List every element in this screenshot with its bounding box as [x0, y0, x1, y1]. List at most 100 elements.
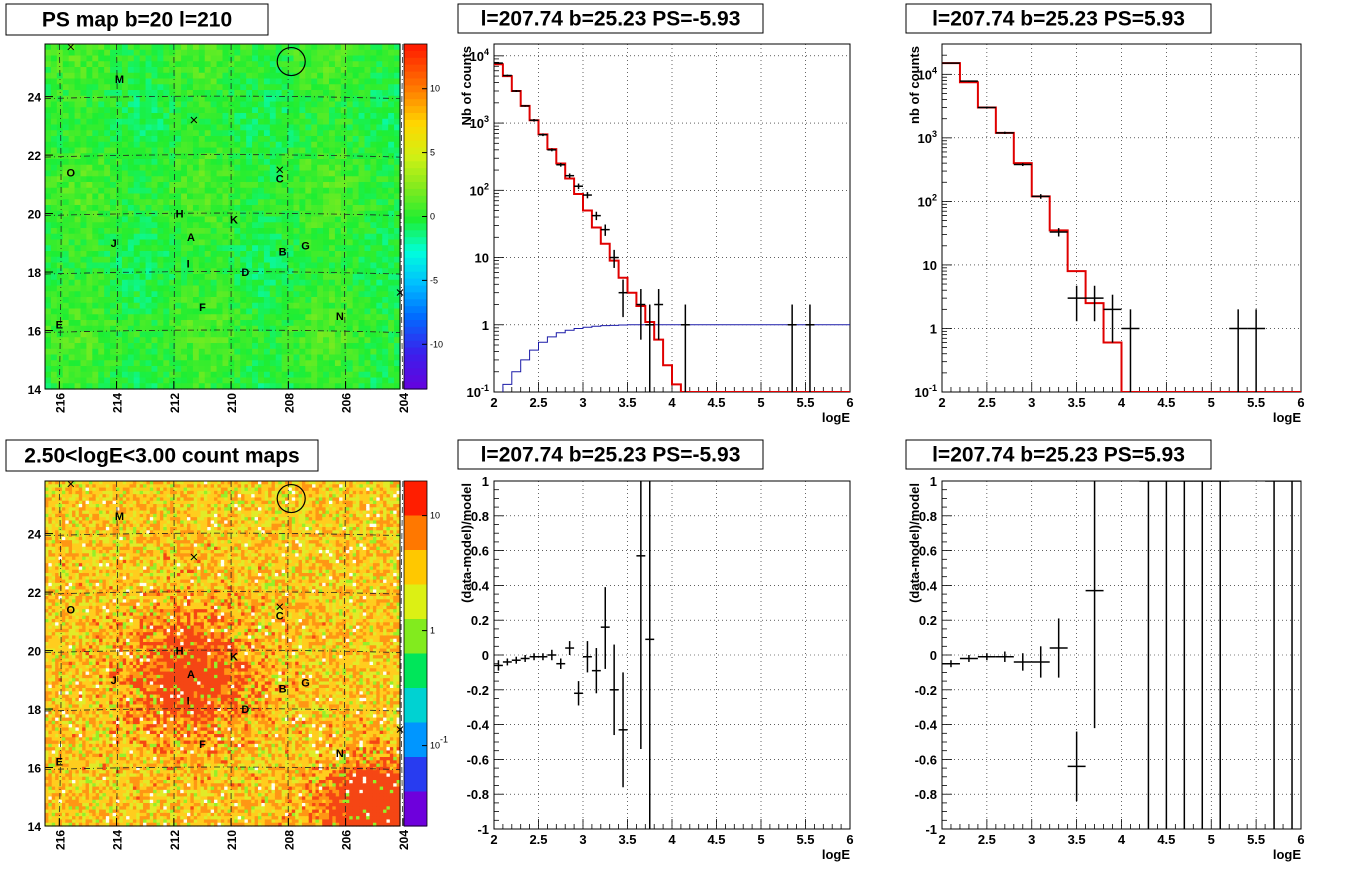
x-tick-label: 3 [579, 832, 586, 847]
cross-marker [396, 726, 404, 733]
data-point [502, 658, 512, 666]
map-grid-parallel [44, 95, 401, 100]
map-grid-meridian [116, 480, 119, 827]
title-box [5, 3, 269, 36]
data-points [494, 481, 655, 829]
map-x-tick-label: 208 [282, 830, 296, 850]
count-map-cells [45, 481, 401, 827]
map-x-tick-label: 214 [111, 393, 125, 413]
plot-frame [493, 43, 851, 393]
data-point [959, 80, 978, 82]
data-point [520, 105, 530, 107]
map-grid-parallel [44, 329, 401, 333]
map-y-tick-label: 14 [28, 383, 42, 397]
map-frame [44, 43, 401, 390]
source-label: I [187, 695, 190, 707]
source-label: A [187, 669, 195, 681]
data-point [511, 656, 521, 664]
y-tick-label: 104 [470, 47, 489, 64]
data-point [618, 672, 628, 788]
source-label: H [176, 646, 184, 658]
data-point [645, 481, 655, 829]
plot-area [942, 481, 1301, 829]
map-x-tick-label: 214 [111, 830, 125, 850]
data-point [583, 192, 592, 199]
source-label: J [111, 238, 117, 250]
map-grid-parallel [44, 271, 401, 275]
y-tick-label: 0.2 [471, 613, 489, 628]
x-tick-label: 5.5 [796, 832, 814, 847]
x-tick-label: 5 [1208, 832, 1215, 847]
data-point [1247, 309, 1266, 392]
x-tick-label: 2 [938, 832, 945, 847]
model-histogram [494, 63, 850, 392]
map-grid-parallel [44, 766, 401, 770]
y-tick-label: -0.4 [467, 718, 490, 733]
x-tick-label: 4.5 [1157, 832, 1175, 847]
map-grid-meridian [116, 43, 119, 390]
source-label: J [111, 675, 117, 687]
plot-area [942, 62, 1301, 392]
y-tick-label: 102 [470, 181, 489, 198]
plot-frame [493, 480, 851, 830]
x-tick-label: 2.5 [529, 395, 547, 410]
source-label: M [115, 511, 124, 523]
data-point [591, 211, 601, 221]
y-tick-label: 0.6 [471, 544, 489, 559]
map-grid [44, 480, 404, 827]
source-label: I [187, 258, 190, 270]
x-tick-label: 4.5 [1157, 395, 1175, 410]
data-point [942, 62, 960, 64]
data-point [1013, 163, 1032, 167]
y-tick-label: -0.6 [467, 752, 489, 767]
data-point [1139, 481, 1158, 829]
data-point [494, 62, 503, 64]
cross-marker [190, 553, 198, 561]
source-label: O [66, 168, 75, 180]
data-point [520, 655, 530, 662]
data-point [1121, 309, 1140, 392]
ps-map-panel: 216 214 212 210 208 206 204 14 16 18 20 22 24 M O C H K J A… [28, 43, 428, 413]
data-point [787, 304, 797, 392]
x-tick-label: 4.5 [707, 395, 725, 410]
colorbar-tick-label: 10 [430, 84, 440, 94]
chart-title: l=207.74 b=25.23 PS=5.93 [932, 444, 1185, 467]
data-point [538, 133, 548, 137]
y-tick-label: 0.4 [919, 578, 938, 593]
map-grid [44, 43, 404, 390]
x-axis-label: logE [1273, 847, 1301, 862]
map-x-tick-label: 204 [397, 393, 411, 413]
y-tick-label: 0 [930, 648, 937, 663]
data-points [942, 62, 1266, 392]
title-box [905, 3, 1212, 34]
data-point [591, 648, 601, 694]
y-tick-label: 0.2 [919, 613, 937, 628]
chart-title: l=207.74 b=25.23 PS=-5.93 [481, 444, 741, 467]
y-tick-label: 1 [482, 318, 489, 333]
data-point [600, 587, 610, 669]
map-grid-parallel [44, 154, 401, 158]
map-grid-meridian [58, 480, 62, 827]
y-tick-label: 1 [482, 474, 489, 489]
map-x-tick-label: 206 [340, 830, 354, 850]
map-y-tick-label: 20 [28, 208, 42, 222]
map-y-tick-label: 14 [28, 820, 42, 834]
x-tick-label: 3.5 [618, 395, 636, 410]
data-point [1211, 481, 1230, 829]
target-circle [276, 483, 306, 514]
map-frame [44, 480, 401, 827]
map-grid-meridian [400, 43, 404, 390]
colorbar-frame [403, 480, 428, 827]
x-tick-label: 3.5 [1068, 832, 1086, 847]
colorbar-tick-label: -5 [430, 275, 438, 285]
cross-marker [67, 43, 75, 51]
map-grid-meridian [344, 43, 347, 390]
map-grid-parallel [44, 649, 401, 653]
source-label: A [187, 232, 195, 244]
plot-grid [941, 480, 1302, 830]
y-tick-label: 10-1 [467, 383, 489, 400]
y-axis-label: Nb of counts [459, 46, 474, 125]
